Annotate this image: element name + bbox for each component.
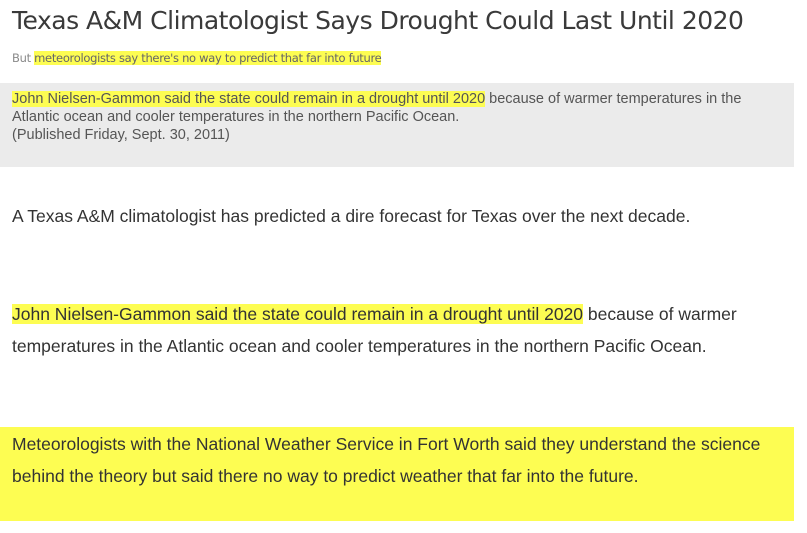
paragraph-nws: Meteorologists with the National Weather…: [12, 434, 761, 486]
paragraph-prediction: John Nielsen-Gammon said the state could…: [12, 298, 792, 362]
video-caption-box: John Nielsen-Gammon said the state could…: [0, 83, 794, 167]
caption-rest: because of warmer temperatures in the At…: [12, 91, 742, 125]
paragraph-prediction-rest: because of warmer temperatures in the At…: [12, 304, 737, 356]
video-caption: John Nielsen-Gammon said the state could…: [12, 90, 782, 144]
subhead-highlight: meteorologists say there's no way to pre…: [34, 51, 382, 65]
subhead-lead: But: [12, 51, 35, 65]
paragraph-nws-highlight: [0, 427, 794, 521]
article-subhead: But meteorologists say there's no way to…: [12, 51, 382, 65]
article-headline: Texas A&M Climatologist Says Drought Cou…: [12, 6, 744, 35]
paragraph-intro: A Texas A&M climatologist has predicted …: [12, 206, 691, 226]
caption-published-date: (Published Friday, Sept. 30, 2011): [12, 127, 230, 143]
paragraph-prediction-highlight: John Nielsen-Gammon said the state could…: [12, 304, 584, 324]
caption-highlight: John Nielsen-Gammon said the state could…: [12, 91, 486, 107]
